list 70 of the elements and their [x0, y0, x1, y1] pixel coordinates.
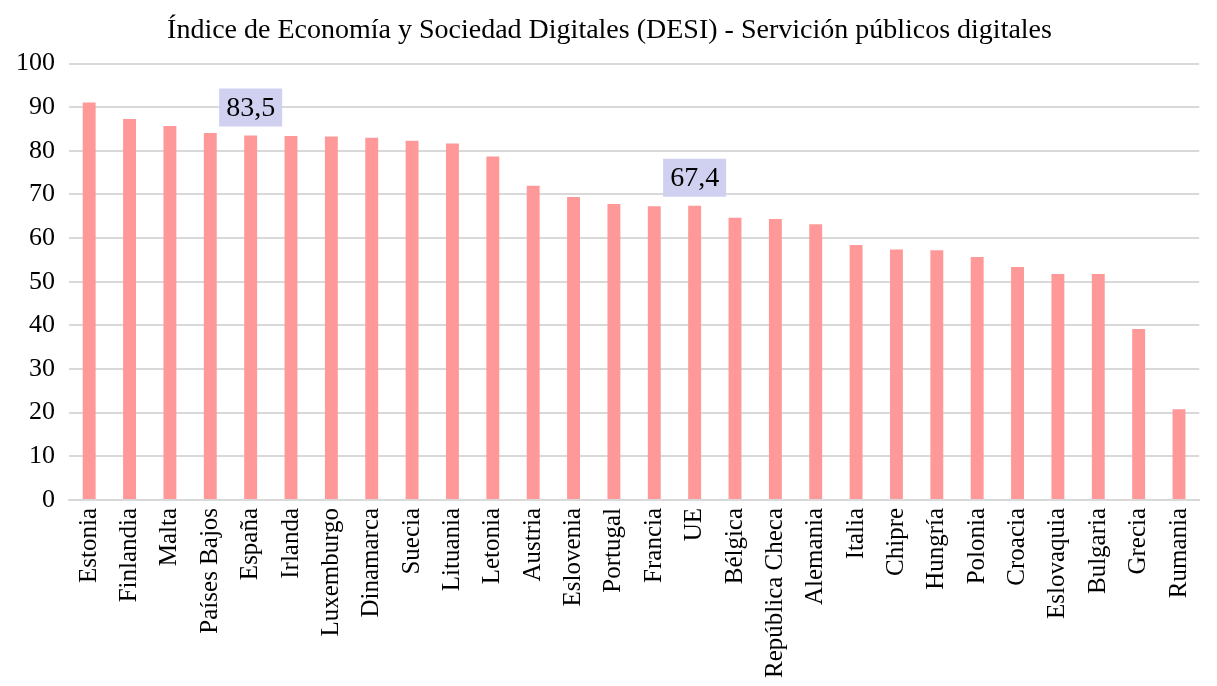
x-tick-label: Suecia [396, 507, 424, 575]
x-tick-label: Chipre [881, 507, 909, 576]
x-tick-label: Francia [638, 507, 666, 583]
x-tick-label: Polonia [961, 507, 989, 585]
x-tick-label: Alemania [800, 507, 828, 606]
y-tick-label: 100 [16, 47, 55, 77]
x-tick-label: Grecia [1123, 507, 1151, 575]
x-tick-label: Bélgica [719, 507, 747, 585]
bar [688, 205, 702, 499]
bar [970, 256, 984, 499]
bar [728, 217, 742, 499]
chart-title: Índice de Economía y Sociedad Digitales (DESI) - Servición públicos digitales [167, 13, 1052, 45]
bar [1011, 266, 1024, 499]
bar [1091, 273, 1105, 499]
y-tick-label: 40 [29, 309, 55, 339]
x-tick-label: Irlanda [275, 507, 303, 579]
x-tick-label: Letonia [477, 507, 505, 585]
y-tick-label: 20 [29, 396, 55, 426]
x-tick-label: España [235, 507, 263, 581]
x-tick-label: Hungría [921, 507, 949, 590]
bar [1051, 273, 1065, 499]
x-tick-label: Finlandia [114, 507, 142, 603]
x-tick-label: Portugal [598, 507, 626, 593]
x-tick-label: Rumania [1163, 507, 1191, 599]
bar [526, 185, 540, 499]
bar [365, 137, 379, 499]
bar [244, 135, 258, 499]
bar [123, 119, 136, 499]
y-tick-label: 90 [29, 91, 55, 121]
data-label: 67,4 [670, 161, 720, 193]
bar [1172, 409, 1186, 499]
x-tick-label: Dinamarca [356, 507, 384, 618]
bar [446, 143, 459, 499]
x-tick-label: UE [679, 507, 707, 542]
bar [82, 102, 96, 499]
bar [405, 140, 419, 499]
bar [849, 245, 863, 499]
x-tick-label: Austria [517, 507, 545, 582]
bar [647, 206, 661, 499]
bar [324, 136, 338, 499]
x-tick-label: Eslovaquia [1042, 507, 1070, 620]
bar [1132, 328, 1146, 499]
y-tick-label: 60 [29, 221, 55, 251]
x-tick-label: Bulgaria [1082, 507, 1110, 595]
y-tick-label: 0 [42, 483, 55, 513]
bar [567, 197, 580, 499]
bar [284, 136, 298, 499]
y-tick-label: 30 [29, 352, 55, 382]
y-tick-label: 10 [29, 440, 55, 470]
y-tick-label: 70 [29, 178, 55, 208]
x-tick-label: Lituania [437, 507, 465, 592]
x-tick-label: Países Bajos [194, 507, 222, 634]
y-tick-label: 50 [29, 265, 55, 295]
bar [203, 132, 217, 499]
bar [163, 126, 177, 499]
bar [768, 218, 782, 499]
x-tick-label: Croacia [1002, 507, 1030, 586]
x-tick-label: Estonia [73, 507, 101, 583]
x-tick-label: Malta [154, 507, 182, 567]
y-tick-label: 80 [29, 134, 55, 164]
x-tick-label: República Checa [759, 507, 787, 679]
data-label: 83,5 [226, 90, 276, 122]
bar [607, 204, 621, 499]
bar [486, 156, 500, 499]
bar [890, 249, 903, 499]
bar [809, 224, 823, 499]
bar [930, 250, 944, 499]
x-tick-label: Italia [840, 507, 868, 560]
x-tick-label: Eslovenia [558, 507, 586, 607]
x-tick-label: Luxemburgo [315, 507, 343, 637]
